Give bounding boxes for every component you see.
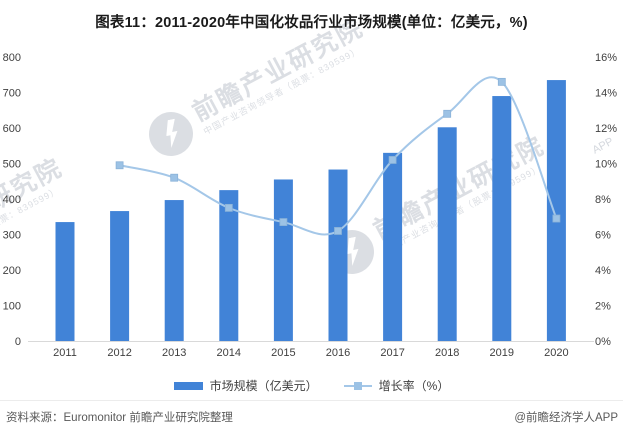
y-axis-right-tick: 16% [595,52,617,64]
x-axis-label-2020: 2020 [544,347,568,359]
growth-marker-2019 [497,77,506,86]
y-axis-right-tick: 12% [595,123,617,135]
credit-note: @前瞻经济学人APP [514,412,618,424]
legend-bar-swatch [173,381,203,390]
chart-title: 图表11：2011-2020年中国化妆品行业市场规模(单位：亿美元，%) [95,15,528,31]
y-axis-right-tick: 10% [595,159,617,171]
y-axis-right-tick: 0% [595,336,611,348]
legend-line-swatch [343,381,372,391]
growth-marker-2020 [552,214,561,223]
legend-line-marker-icon [353,381,362,390]
y-axis-left-tick: 600 [3,123,21,135]
growth-marker-2016 [334,227,342,235]
source-note: 资料来源：Euromonitor 前瞻产业研究院整理 [6,412,233,424]
growth-marker-2014 [224,203,233,212]
growth-marker-2013 [170,173,179,182]
growth-marker-2015 [279,218,288,226]
y-axis-left-tick: 700 [3,88,21,100]
x-axis-label-2014: 2014 [217,347,241,359]
y-axis-left-tick: 800 [3,52,21,64]
growth-marker-2017 [388,156,397,164]
bar-2018 [437,127,457,341]
x-axis-label-2015: 2015 [271,347,295,359]
bar-2017 [383,152,403,341]
growth-marker-2012 [115,161,124,170]
bar-2019 [492,96,512,341]
y-axis-left-tick: 400 [3,194,21,206]
y-axis-right-tick: 4% [595,265,611,277]
bar-2013 [164,200,184,341]
legend-item-market-size: 市场规模（亿美元） [173,377,318,394]
bar-2012 [110,211,130,341]
legend-bar-label: 市场规模（亿美元） [209,379,318,393]
x-axis-label-2016: 2016 [326,347,350,359]
x-axis-label-2019: 2019 [490,347,514,359]
y-axis-left-tick: 300 [3,230,21,242]
growth-marker-2018 [443,109,452,118]
y-axis-right-tick: 6% [595,230,611,242]
y-axis-left-tick: 200 [3,265,21,277]
x-axis-label-2011: 2011 [53,347,77,359]
x-axis-label-2018: 2018 [435,347,459,359]
footer: 资料来源：Euromonitor 前瞻产业研究院整理 @前瞻经济学人APP [6,409,618,425]
x-axis-label-2017: 2017 [380,347,404,359]
bar-2011 [55,222,75,341]
bar-2014 [219,190,239,341]
footer-divider [0,400,623,401]
bar-2020 [546,80,566,341]
bar-2015 [273,179,293,341]
bar-2016 [328,169,348,341]
legend-item-growth-rate: 增长率（%） [343,377,450,394]
y-axis-left-tick: 0 [15,336,21,348]
y-axis-right-tick: 8% [595,194,611,206]
y-axis-right-tick: 14% [595,88,617,100]
y-axis-left-tick: 500 [3,159,21,171]
y-axis-left-tick: 100 [3,301,21,313]
x-axis-label-2012: 2012 [107,347,131,359]
legend: 市场规模（亿美元） 增长率（%） [0,377,623,394]
legend-line-label: 增长率（%） [378,379,450,393]
y-axis-right-tick: 2% [595,301,611,313]
x-axis-label-2013: 2013 [162,347,186,359]
